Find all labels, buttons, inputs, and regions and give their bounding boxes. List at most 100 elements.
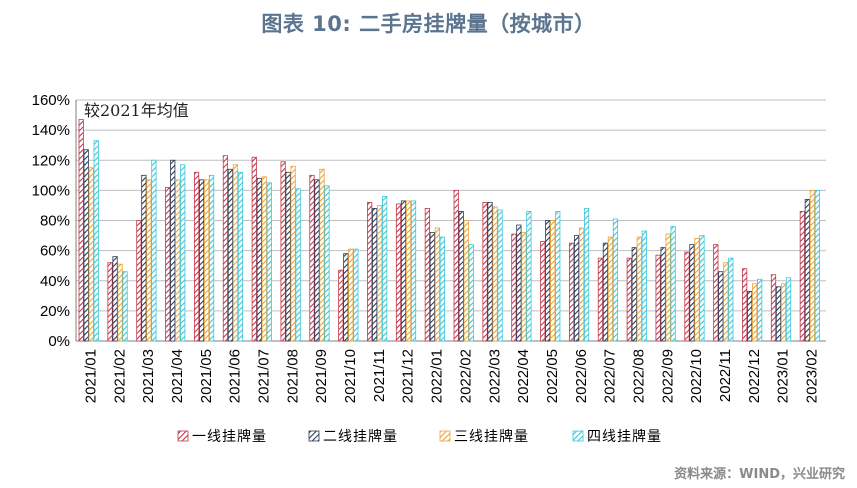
bar-2-2022-08 — [631, 247, 637, 342]
bar-4-2021-01 — [93, 140, 99, 342]
bar-3-2021-09 — [319, 168, 325, 342]
bar-4-2022-02 — [468, 244, 474, 342]
bar-3-2022-03 — [492, 206, 498, 342]
bar-2-2021-02 — [112, 256, 118, 342]
bar-4-2022-05 — [555, 211, 561, 342]
bar-4-2021-02 — [122, 271, 128, 342]
bar-1-2023-01 — [770, 274, 777, 342]
bar-3-2021-04 — [175, 179, 181, 342]
legend-label-1: 一线挂牌量 — [192, 428, 267, 445]
bar-2-2023-01 — [775, 286, 782, 342]
x-tick-label: 2022/12 — [746, 349, 763, 403]
bar-2-2021-07 — [256, 177, 262, 342]
bar-2-2022-02 — [458, 211, 464, 342]
bar-4-2021-04 — [180, 164, 186, 342]
bar-4-2021-06 — [237, 171, 244, 342]
legend-swatch-1 — [177, 430, 189, 442]
x-tick-label: 2022/08 — [631, 349, 648, 403]
x-tick-label: 2021/09 — [313, 349, 330, 403]
x-tick-label: 2021/01 — [82, 349, 99, 403]
chart-title: 图表 10: 二手房挂牌量（按城市） — [261, 12, 596, 36]
x-tick-label: 2023/01 — [775, 349, 792, 403]
bar-3-2023-02 — [809, 189, 815, 342]
x-tick-label: 2021/02 — [111, 349, 128, 403]
bar-4-2023-02 — [814, 189, 820, 342]
bar-3-2022-12 — [752, 283, 758, 342]
bar-1-2021-04 — [165, 186, 171, 342]
bar-2-2022-03 — [487, 202, 493, 342]
x-tick-label: 2021/11 — [371, 349, 388, 402]
bar-1-2021-05 — [193, 171, 200, 342]
legend-label-2: 二线挂牌量 — [323, 428, 398, 445]
bar-4-2022-03 — [497, 209, 503, 342]
bar-1-2022-01 — [424, 208, 430, 342]
bar-1-2022-05 — [540, 241, 546, 342]
legend: 一线挂牌量 二线挂牌量 三线挂牌量 四线挂牌量 — [177, 428, 661, 445]
x-tick-label: 2022/09 — [659, 349, 676, 403]
bar-2-2022-07 — [602, 242, 609, 342]
x-tick-label: 2022/11 — [717, 349, 734, 402]
bar-1-2022-10 — [684, 251, 690, 342]
bar-2-2021-06 — [227, 168, 234, 342]
bar-2-2022-12 — [747, 290, 753, 342]
x-tick-label: 2022/10 — [688, 349, 705, 403]
bar-1-2022-12 — [742, 268, 748, 342]
bar-1-2022-07 — [597, 257, 604, 342]
bar-2-2021-12 — [400, 200, 407, 342]
x-tick-label: 2022/04 — [515, 349, 532, 403]
bar-4-2021-07 — [266, 182, 272, 342]
bar-1-2022-06 — [568, 242, 575, 342]
bar-2-2021-10 — [343, 253, 349, 342]
legend-swatch-2 — [308, 430, 320, 442]
x-tick-label: 2021/07 — [256, 349, 273, 403]
bar-1-2022-08 — [626, 257, 632, 342]
bar-2-2022-06 — [573, 235, 580, 342]
bar-3-2022-04 — [521, 232, 527, 342]
bar-1-2021-12 — [395, 203, 402, 342]
bar-3-2023-01 — [780, 283, 787, 342]
y-tick-label: 20% — [40, 303, 70, 320]
y-tick-label: 160% — [32, 92, 70, 109]
bar-1-2022-04 — [511, 233, 517, 342]
bar-2-2021-03 — [141, 174, 147, 342]
bar-3-2022-02 — [463, 220, 469, 342]
legend-swatch-4 — [572, 430, 584, 442]
y-tick-label: 140% — [32, 122, 70, 139]
bar-3-2022-10 — [694, 238, 700, 342]
bar-1-2021-01 — [78, 119, 84, 342]
bar-1-2021-07 — [251, 156, 257, 342]
source-note: 资料来源：WIND，兴业研究 — [674, 467, 845, 482]
bar-1-2023-02 — [799, 211, 805, 342]
x-tick-label: 2021/05 — [198, 349, 215, 403]
bar-4-2021-10 — [353, 248, 359, 342]
bar-4-2021-03 — [151, 159, 157, 342]
bar-2-2022-09 — [660, 247, 666, 342]
y-tick-label: 40% — [40, 273, 70, 290]
bar-3-2021-03 — [146, 179, 152, 342]
bar-3-2021-02 — [117, 263, 123, 342]
bar-4-2022-12 — [757, 278, 763, 342]
bar-2-2021-11 — [372, 208, 378, 342]
x-tick-label: 2022/06 — [573, 349, 590, 403]
legend-label-3: 三线挂牌量 — [454, 428, 529, 445]
bar-3-2022-11 — [723, 262, 729, 342]
y-tick-label: 60% — [40, 243, 70, 260]
bar-4-2022-11 — [728, 257, 734, 342]
y-tick-label: 100% — [32, 182, 70, 199]
bar-2-2022-10 — [689, 244, 695, 342]
x-tick-label: 2021/04 — [169, 349, 186, 403]
bar-4-2021-08 — [295, 188, 301, 342]
bar-3-2022-08 — [636, 236, 642, 342]
bar-2-2021-09 — [314, 179, 320, 342]
bar-2-2023-02 — [804, 199, 810, 342]
bar-1-2021-09 — [309, 174, 315, 342]
bar-3-2022-07 — [607, 236, 614, 342]
bar-3-2022-09 — [665, 233, 671, 342]
bar-4-2023-01 — [785, 277, 792, 342]
chart-annotation: 较2021年均值 — [84, 101, 189, 120]
bar-3-2022-06 — [578, 227, 585, 342]
bar-3-2021-11 — [377, 205, 383, 342]
bar-1-2021-10 — [338, 269, 344, 342]
bar-3-2021-01 — [88, 167, 94, 342]
